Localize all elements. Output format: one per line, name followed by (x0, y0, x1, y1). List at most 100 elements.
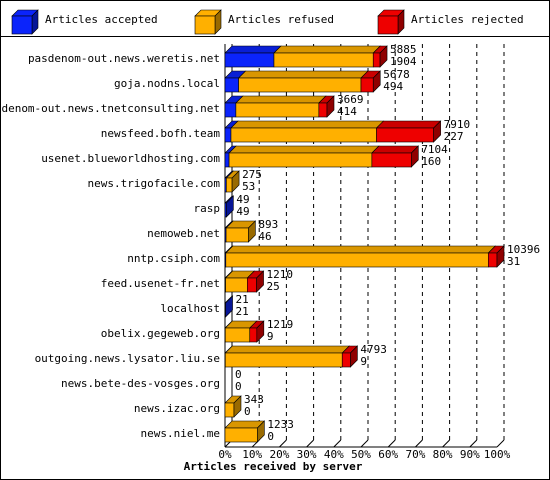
accepted-label: 9 (360, 355, 367, 368)
bar-side (433, 120, 441, 143)
x-tick-label: 50% (351, 448, 371, 461)
accepted-label: 0 (235, 380, 242, 393)
accepted-label: 31 (507, 255, 520, 268)
bar-segment (235, 102, 320, 118)
bar-side (379, 45, 388, 68)
accepted-label: 9 (267, 330, 274, 343)
bar-segment (372, 52, 381, 68)
bar-side (372, 70, 381, 93)
tick-mark (442, 439, 450, 448)
bar-side (233, 395, 242, 418)
category-label: localhost (160, 302, 220, 315)
bar-top (224, 45, 282, 54)
bar-segment (273, 52, 374, 68)
bar-segment (360, 77, 374, 93)
tick-mark (333, 439, 342, 448)
bar-segment (225, 277, 248, 293)
tick-mark (279, 439, 287, 448)
bar-top (375, 120, 442, 129)
accepted-label: 25 (267, 280, 280, 293)
legend-label: Articles accepted (45, 13, 158, 26)
bar-top (371, 145, 420, 154)
total-label: 7910 (444, 118, 471, 131)
total-label: 0 (235, 368, 242, 381)
accepted-label: 49 (236, 205, 249, 218)
category-label: outgoing.news.lysator.liu.se (35, 352, 220, 365)
bar-side (256, 320, 265, 343)
x-tick-label: 80% (433, 448, 453, 461)
bar-side (225, 295, 233, 318)
bar-side (496, 245, 505, 268)
category-label: nemoweb.net (147, 227, 220, 240)
category-label: goja.nodns.local (114, 77, 220, 90)
tick-mark (469, 439, 478, 448)
accepted-label: 21 (236, 305, 249, 318)
bar-top (224, 345, 350, 354)
total-label: 21 (236, 293, 249, 306)
bar-segment (238, 77, 362, 93)
total-label: 5678 (383, 68, 410, 81)
total-label: 49 (236, 193, 249, 206)
bar-segment (225, 252, 489, 268)
bar-top (237, 70, 369, 79)
category-label: news.trigofacile.com (88, 177, 221, 190)
category-label: pasdenom-out.news.tnetconsulting.net (0, 102, 220, 115)
x-tick-label: 70% (405, 448, 425, 461)
total-label: 4793 (360, 343, 387, 356)
x-tick-label: 20% (269, 448, 289, 461)
bar-side (257, 420, 265, 443)
accepted-label: 53 (242, 180, 255, 193)
bar-top (273, 45, 381, 54)
category-label: feed.usenet-fr.net (101, 277, 220, 290)
tick-mark (306, 439, 314, 448)
legend-swatch (377, 15, 399, 35)
total-label: 275 (242, 168, 262, 181)
x-tick-label: 10% (242, 448, 262, 461)
bar-side (226, 195, 234, 218)
x-tick-label: 60% (378, 448, 398, 461)
bar-side (326, 95, 335, 118)
x-tick-label: 30% (297, 448, 317, 461)
category-label: newsfeed.bofh.team (101, 127, 221, 140)
total-label: 1233 (267, 418, 294, 431)
bar-segment (249, 327, 258, 343)
category-label: news.niel.me (141, 427, 220, 440)
total-label: 1210 (267, 268, 294, 281)
total-label: 5885 (390, 43, 417, 56)
accepted-label: 46 (258, 230, 271, 243)
total-label: 1219 (267, 318, 294, 331)
category-label: pasdenom-out.news.weretis.net (28, 52, 220, 65)
bar-segment (224, 402, 235, 418)
bar-segment (341, 352, 351, 368)
bar-segment (224, 77, 239, 93)
accepted-label: 0 (267, 430, 274, 443)
accepted-label: 414 (337, 105, 357, 118)
bar-segment (371, 152, 412, 168)
x-axis-title: Articles received by server (184, 460, 363, 473)
total-label: 7104 (421, 143, 448, 156)
bar-segment (224, 127, 232, 143)
bar-segment (318, 102, 328, 118)
legend-swatch (11, 15, 33, 35)
accepted-label: 1904 (390, 55, 417, 68)
legend-label: Articles rejected (411, 13, 524, 26)
bar-segment (226, 177, 233, 193)
tick-mark (360, 439, 369, 448)
accepted-label: 494 (383, 80, 403, 93)
x-tick-label: 40% (324, 448, 344, 461)
bar-segment (228, 152, 373, 168)
category-label: news.bete-des-vosges.org (61, 377, 220, 390)
tick-mark (415, 439, 423, 448)
category-label: rasp (194, 202, 221, 215)
bar-top (230, 120, 385, 129)
accepted-label: 160 (421, 155, 441, 168)
x-tick-label: 0% (218, 448, 232, 461)
category-label: obelix.gegeweb.org (101, 327, 220, 340)
bar-segment (230, 127, 377, 143)
x-tick-label: 90% (460, 448, 480, 461)
bar-segment (224, 327, 251, 343)
bar-side (248, 220, 256, 243)
x-tick-label: 100% (484, 448, 511, 461)
bar-segment (376, 127, 434, 143)
